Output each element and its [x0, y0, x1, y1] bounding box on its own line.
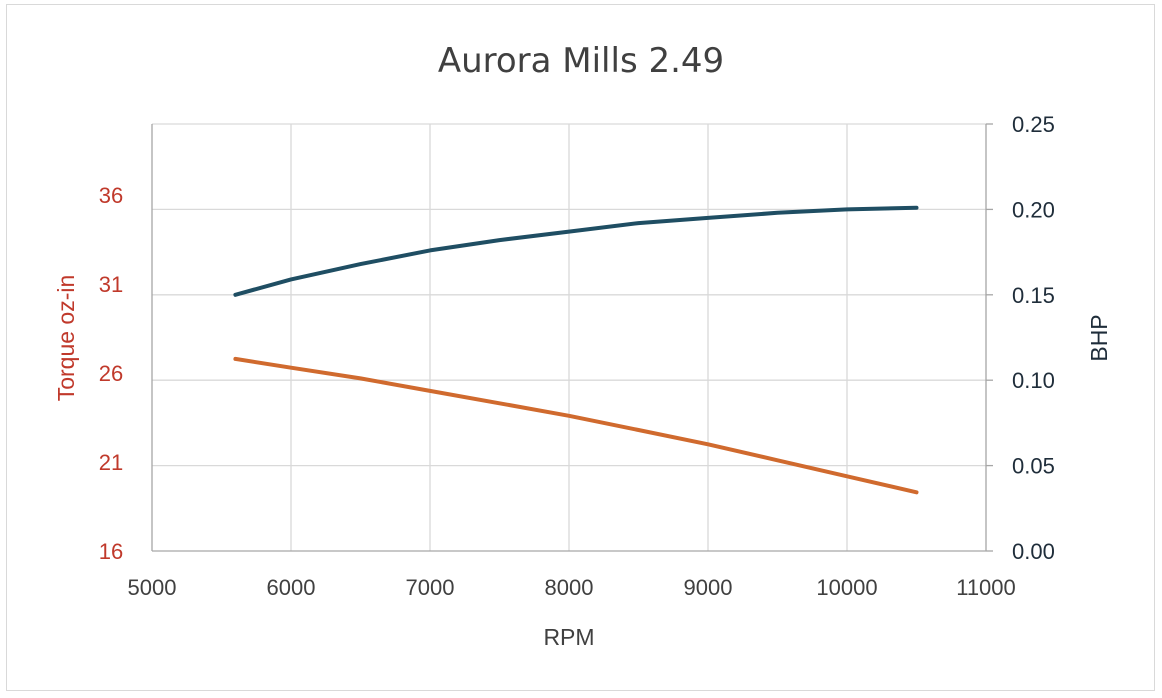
grid: [152, 123, 986, 551]
y-right-tick-label: 0.25: [1012, 112, 1055, 137]
bhp-series-line: [233, 205, 919, 297]
y-left-tick-label: 31: [99, 272, 123, 297]
y-left-tick-label: 26: [99, 361, 123, 386]
y-axis-left-title: Torque oz-in: [53, 275, 79, 402]
x-tick-label: 9000: [684, 575, 733, 600]
y-right-tick-label: 0.00: [1012, 539, 1055, 564]
y-axis-right-title: BHP: [1086, 314, 1112, 361]
y-left-tick-label: 21: [99, 450, 123, 475]
x-tick-label: 10000: [816, 575, 877, 600]
chart-title: Aurora Mills 2.49: [438, 41, 724, 81]
x-tick-label: 7000: [406, 575, 455, 600]
torque-series-line: [233, 356, 919, 495]
y-right-tick-label: 0.10: [1012, 368, 1055, 393]
y-right-tick-label: 0.15: [1012, 283, 1055, 308]
y-right-tick-label: 0.20: [1012, 197, 1055, 222]
x-tick-label: 8000: [545, 575, 594, 600]
tick-labels: 5000 6000 7000 8000 9000 10000 11000 0.00 0.05 0.…: [99, 112, 1055, 600]
axes: [151, 123, 993, 552]
x-tick-label: 11000: [956, 575, 1016, 600]
y-right-tick-label: 0.05: [1012, 454, 1055, 479]
y-left-tick-label: 16: [99, 539, 123, 564]
series-layer: [233, 205, 919, 495]
chart-frame: [6, 4, 1155, 691]
x-tick-label: 6000: [267, 575, 316, 600]
y-left-tick-label: 36: [99, 183, 123, 208]
x-axis-title: RPM: [543, 624, 594, 650]
x-tick-label: 5000: [128, 575, 177, 600]
